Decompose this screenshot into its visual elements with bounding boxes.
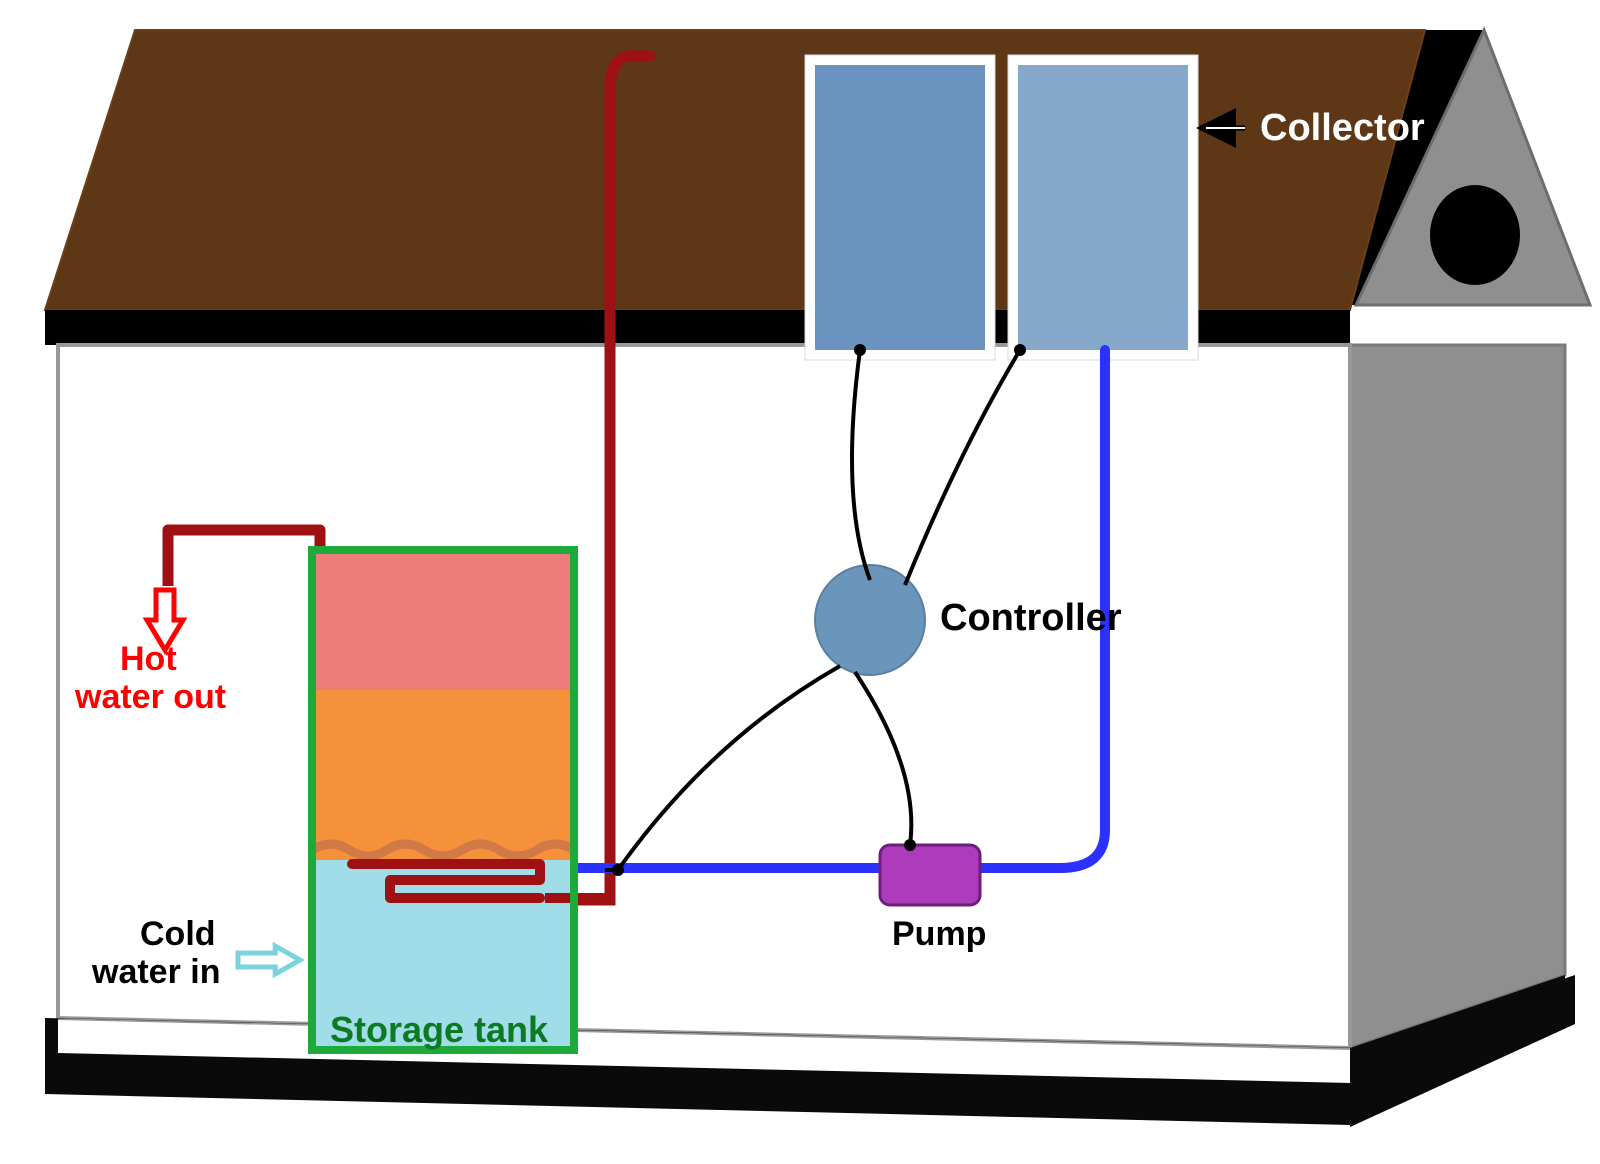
label-controller: Controller (940, 597, 1122, 639)
wire-node (1014, 344, 1026, 356)
label-cold2: water in (91, 953, 220, 991)
vent-circle (1430, 185, 1520, 285)
label-pump: Pump (892, 915, 986, 953)
tank-layer (312, 550, 574, 690)
front-wall (58, 345, 1350, 1048)
label-cold1: Cold (140, 915, 216, 953)
wire-node (854, 344, 866, 356)
storage-tank (312, 550, 610, 1050)
side-wall (1350, 345, 1565, 1048)
label-hot2: water out (74, 678, 226, 716)
label-hot1: Hot (120, 640, 177, 678)
collector-panel (815, 65, 985, 350)
diagram-stage: CollectorControllerPumpStorage tankHotwa… (0, 0, 1600, 1164)
wire-node (904, 839, 916, 851)
pump (880, 845, 980, 905)
label-storage: Storage tank (330, 1009, 549, 1050)
label-collector: Collector (1260, 107, 1425, 149)
tank-layer (312, 690, 574, 860)
collector-panel (1018, 65, 1188, 350)
wire-node (612, 864, 624, 876)
roof-front (45, 30, 1425, 310)
